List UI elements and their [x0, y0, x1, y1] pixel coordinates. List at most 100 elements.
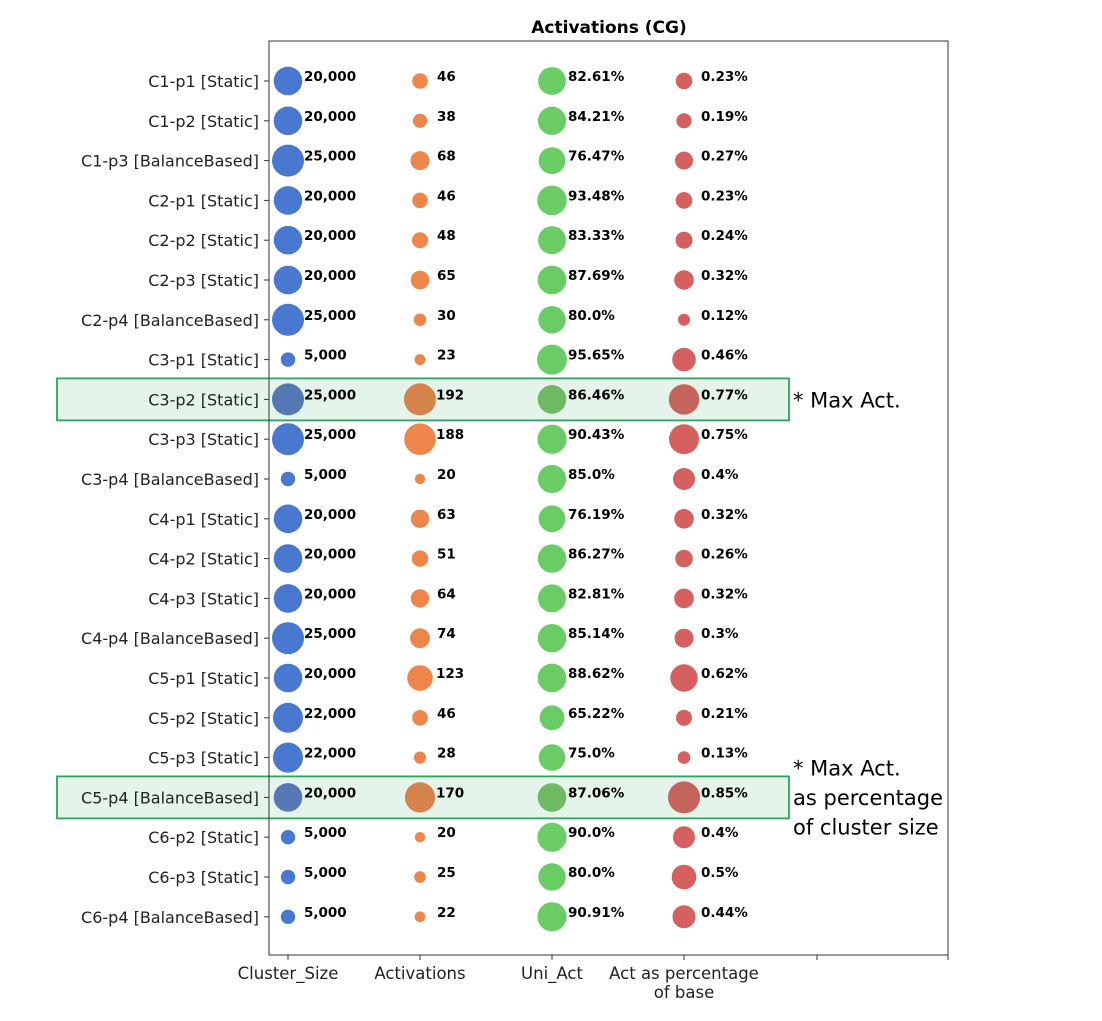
row-label: C3-p3 [Static]	[148, 430, 259, 449]
bubble-uni-act	[538, 863, 566, 891]
value-label: 188	[436, 427, 464, 443]
bubble-activations	[411, 550, 429, 567]
bubble-act-pct	[677, 751, 691, 764]
value-label: 75.0%	[568, 746, 615, 762]
value-label: 51	[437, 547, 456, 563]
value-label: 25,000	[304, 626, 356, 642]
bubble-activations	[412, 232, 428, 249]
bubble-activations	[414, 832, 426, 843]
bubble-cluster-size	[272, 303, 304, 336]
bubble-activations	[414, 871, 426, 883]
value-label: 82.81%	[568, 586, 625, 602]
bubble-uni-act	[537, 464, 567, 494]
bubble-shade	[404, 383, 436, 416]
value-label: 28	[437, 746, 456, 762]
bubble-activations	[410, 509, 430, 528]
value-label: 90.91%	[568, 905, 625, 921]
bubble-act-pct	[671, 864, 697, 890]
marks-layer: C1-p1 [Static] 20,000 46 82.61% 0.23% C1-p2 […	[81, 66, 748, 932]
value-label: 25,000	[304, 427, 356, 443]
bubble-cluster-size	[273, 66, 303, 96]
value-label: 0.21%	[701, 706, 748, 722]
bubble-uni-act	[537, 385, 567, 414]
row-label: C4-p4 [BalanceBased]	[81, 629, 259, 648]
annotation-text: * Max Act.	[793, 388, 901, 412]
value-label: 64	[437, 586, 456, 602]
value-label: 0.23%	[701, 69, 748, 85]
row-label: C5-p3 [Static]	[148, 749, 259, 768]
bubble-cluster-size	[273, 663, 303, 693]
bubble-uni-act	[538, 584, 566, 613]
annotation-layer: * Max Act. * Max Act. as percentage of clus…	[793, 388, 943, 839]
bubble-activations	[407, 665, 433, 691]
bubble-activations	[414, 473, 426, 485]
bubble-activations	[414, 354, 426, 366]
value-label: 0.77%	[701, 387, 748, 403]
value-label: 0.32%	[701, 586, 748, 602]
value-label: 46	[437, 706, 456, 722]
bubble-act-pct	[672, 905, 696, 929]
value-label: 0.4%	[701, 825, 739, 841]
bubble-cluster-size	[272, 622, 304, 655]
value-label: 20,000	[304, 547, 356, 563]
value-label: 63	[437, 507, 456, 523]
bubble-act-pct	[672, 347, 696, 372]
bubble-cluster-size	[273, 544, 303, 573]
bubble-uni-act	[538, 147, 566, 175]
bubble-act-pct	[674, 509, 694, 529]
bubble-cluster-size	[273, 265, 303, 295]
value-label: 0.19%	[701, 109, 748, 125]
value-label: 0.62%	[701, 666, 748, 682]
bubble-cluster-size	[273, 186, 303, 215]
row-label: C3-p4 [BalanceBased]	[81, 470, 259, 489]
annotation-text: of cluster size	[793, 815, 939, 839]
bubble-uni-act	[537, 783, 567, 812]
value-label: 93.48%	[568, 188, 625, 204]
row-label: C5-p2 [Static]	[148, 709, 259, 728]
value-label: 20,000	[304, 586, 356, 602]
value-label: 25,000	[304, 149, 356, 165]
bubble-shade	[273, 783, 303, 812]
value-label: 0.3%	[701, 626, 739, 642]
bubble-act-pct	[676, 113, 692, 129]
row-label: C5-p4 [BalanceBased]	[81, 788, 259, 807]
bubble-cluster-size	[280, 869, 296, 885]
bubble-act-pct	[676, 709, 692, 726]
value-label: 90.43%	[568, 427, 625, 443]
x-tick-label: Uni_Act	[521, 964, 583, 984]
value-label: 20,000	[304, 507, 356, 523]
bubble-activations	[412, 73, 428, 89]
bubble-uni-act	[537, 902, 567, 932]
bubble-activations	[413, 751, 427, 764]
bubble-shade	[668, 384, 700, 415]
bubble-activations	[410, 151, 430, 171]
value-label: 86.46%	[568, 387, 625, 403]
bubble-cluster-size	[273, 783, 303, 812]
value-label: 65	[437, 268, 456, 284]
bubble-activations	[413, 313, 427, 327]
value-label: 84.21%	[568, 109, 625, 125]
bubble-act-pct	[675, 72, 693, 90]
row-label: C1-p1 [Static]	[148, 72, 259, 91]
bubble-act-pct	[675, 549, 693, 568]
value-label: 0.24%	[701, 228, 748, 244]
bubble-activations	[404, 383, 436, 416]
x-tick-label: Activations	[374, 964, 465, 983]
bubble-activations	[404, 782, 436, 813]
row-label: C1-p3 [BalanceBased]	[81, 152, 259, 171]
row-label: C6-p4 [BalanceBased]	[81, 908, 259, 927]
value-label: 20,000	[304, 69, 356, 85]
value-label: 76.19%	[568, 507, 625, 523]
row-label: C4-p1 [Static]	[148, 510, 259, 529]
value-label: 5,000	[304, 467, 347, 483]
bubble-uni-act	[537, 106, 567, 135]
value-label: 0.75%	[701, 427, 748, 443]
value-label: 20,000	[304, 188, 356, 204]
bubble-uni-act	[537, 544, 567, 573]
value-label: 38	[437, 109, 456, 125]
bubble-cluster-size	[273, 742, 303, 773]
bubble-uni-act	[537, 663, 567, 693]
bubble-act-pct	[670, 664, 698, 692]
value-label: 86.27%	[568, 547, 625, 563]
value-label: 22,000	[304, 746, 356, 762]
